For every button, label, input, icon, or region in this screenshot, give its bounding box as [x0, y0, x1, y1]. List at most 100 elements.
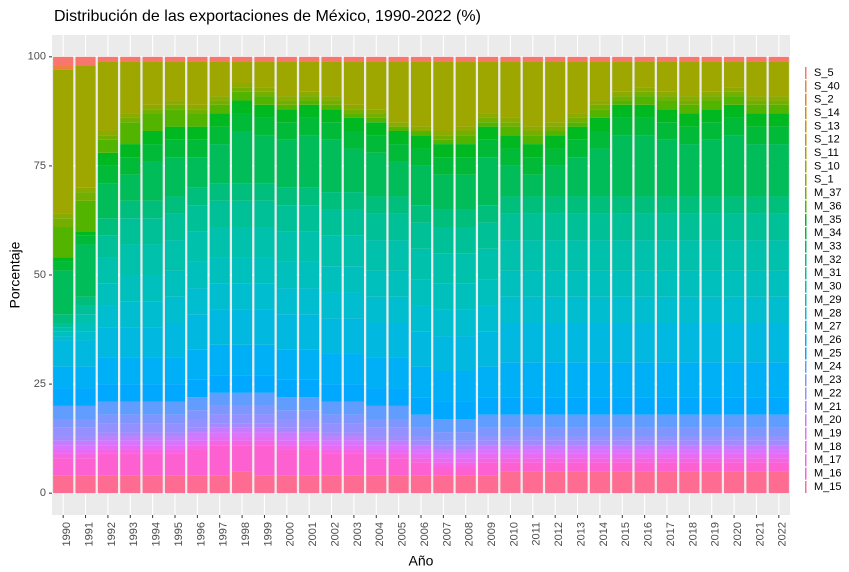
bar-segment: [299, 205, 320, 232]
bar-segment: [500, 296, 521, 323]
bar-segment: [679, 56, 700, 62]
legend-key: [805, 147, 807, 160]
bar-segment: [388, 475, 409, 494]
bar-segment: [232, 440, 253, 446]
bar-segment: [724, 458, 745, 463]
bar-segment: [209, 414, 230, 424]
bar-segment: [455, 144, 476, 158]
bar-segment: [478, 305, 499, 332]
bar-segment: [455, 419, 476, 433]
bar-segment: [187, 113, 208, 127]
bar-segment: [142, 61, 163, 105]
bar-segment: [299, 427, 320, 433]
bar-segment: [589, 296, 610, 323]
x-tick-label: 2004: [374, 522, 386, 546]
bar-segment: [388, 213, 409, 241]
bar-segment: [768, 270, 789, 297]
bar-segment: [679, 126, 700, 145]
bar-segment: [433, 209, 454, 227]
bar-segment: [656, 61, 678, 92]
bar-segment: [545, 458, 566, 463]
bar-segment: [164, 384, 186, 402]
bar-segment: [366, 240, 387, 271]
bar-segment: [589, 131, 610, 149]
bar-segment: [433, 467, 454, 476]
bar-segment: [724, 397, 745, 415]
bar-segment: [97, 165, 118, 184]
bar-segment: [410, 440, 432, 446]
legend-key: [805, 173, 807, 186]
legend-key: [805, 280, 807, 293]
bar-segment: [433, 475, 454, 494]
bar-segment: [746, 436, 767, 441]
bar-segment: [276, 56, 297, 62]
bar-segment: [299, 187, 320, 206]
bar-segment: [567, 56, 588, 62]
bar-segment: [433, 419, 454, 433]
bar-segment: [187, 397, 208, 411]
bar-segment: [232, 436, 253, 441]
bar-segment: [656, 323, 678, 363]
bar-segment: [567, 362, 588, 398]
bar-segment: [433, 174, 454, 210]
bar-segment: [455, 131, 476, 136]
bar-segment: [545, 240, 566, 271]
bar-segment: [254, 56, 275, 62]
bar-segment: [701, 91, 722, 97]
bar-segment: [187, 288, 208, 315]
bar-segment: [97, 453, 118, 476]
bar-segment: [567, 139, 588, 158]
bar-segment: [410, 475, 432, 494]
bar-segment: [433, 253, 454, 284]
bar-segment: [746, 104, 767, 114]
bar-segment: [366, 453, 387, 459]
x-tick-label: 2019: [710, 522, 722, 546]
bar-segment: [232, 405, 253, 415]
bar-segment: [343, 61, 364, 105]
bar-segment: [343, 445, 364, 450]
x-tick-label: 2011: [531, 522, 543, 546]
bar-segment: [75, 192, 96, 201]
bar-segment: [366, 449, 387, 454]
bar-segment: [366, 440, 387, 446]
x-tick-label: 2015: [620, 522, 632, 546]
bar-segment: [254, 96, 275, 105]
bar-segment: [634, 414, 655, 428]
bar-segment: [164, 109, 186, 127]
bar-segment: [53, 445, 74, 450]
bar-segment: [478, 248, 499, 280]
legend-label: M_36: [814, 200, 842, 212]
bar-segment: [209, 475, 230, 494]
bar-segment: [701, 453, 722, 459]
legend-label: S_40: [814, 80, 840, 92]
bar-segment: [410, 131, 432, 136]
bar-segment: [276, 475, 297, 494]
bar-segment: [209, 392, 230, 406]
y-tick-label: 50: [34, 269, 46, 281]
bar-segment: [321, 449, 342, 454]
bar-segment: [522, 56, 543, 62]
bar-segment: [768, 449, 789, 454]
legend-label: M_23: [814, 374, 842, 386]
bar-segment: [410, 148, 432, 166]
bar-segment: [679, 362, 700, 398]
bar-segment: [545, 362, 566, 398]
bar-segment: [522, 440, 543, 446]
bar-segment: [589, 100, 610, 105]
bar-segment: [478, 445, 499, 450]
bar-segment: [545, 453, 566, 459]
bar-segment: [75, 323, 96, 332]
x-tick-label: 2002: [329, 522, 341, 546]
bar-segment: [746, 100, 767, 105]
bar-segment: [589, 240, 610, 271]
x-tick-label: 1998: [240, 522, 252, 546]
bar-segment: [679, 462, 700, 472]
bar-segment: [545, 471, 566, 494]
bar-segment: [299, 61, 320, 92]
x-tick-label: 2006: [419, 522, 431, 546]
bar-segment: [410, 458, 432, 463]
bar-segment: [142, 445, 163, 450]
legend-key: [805, 133, 807, 146]
bar-segment: [746, 126, 767, 145]
bar-segment: [343, 318, 364, 354]
